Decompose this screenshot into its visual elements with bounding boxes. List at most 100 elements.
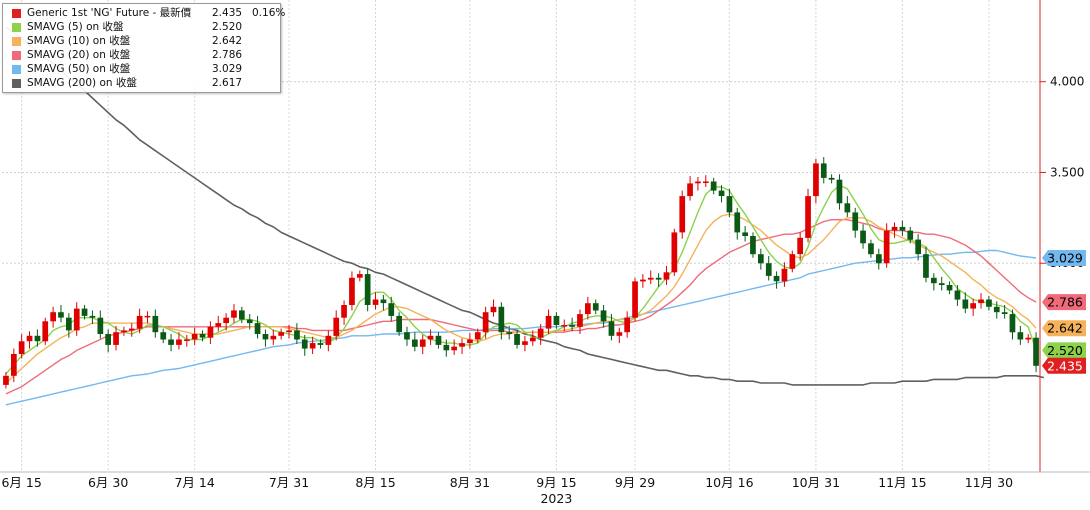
candle-body xyxy=(561,325,568,327)
candle-body xyxy=(632,281,638,318)
candle xyxy=(679,190,686,239)
candle-body xyxy=(671,232,678,273)
candle xyxy=(742,226,748,242)
candle xyxy=(199,330,206,342)
candle xyxy=(34,329,41,347)
candle xyxy=(758,248,764,270)
sma200-line xyxy=(5,26,1045,386)
candle-body xyxy=(647,277,654,280)
candle-body xyxy=(317,343,324,345)
x-tick-label-2: 7月 14 xyxy=(174,475,214,490)
candle-body xyxy=(34,335,41,342)
candle-body xyxy=(773,275,780,282)
legend-swatch-sma50 xyxy=(12,65,21,74)
candle-body xyxy=(931,277,937,284)
candle-body xyxy=(427,335,434,340)
candle xyxy=(380,295,387,311)
candle xyxy=(231,304,237,324)
candle xyxy=(805,188,811,243)
candle xyxy=(852,207,859,238)
candle xyxy=(891,222,898,238)
candle xyxy=(18,334,25,359)
candle xyxy=(923,246,929,283)
candle-body xyxy=(372,299,379,305)
candle-body xyxy=(978,299,984,304)
candle xyxy=(309,336,316,354)
x-tick-label-0: 6月 15 xyxy=(1,475,41,490)
candle xyxy=(11,348,17,383)
candle-body xyxy=(522,341,528,345)
x-tick-label-1: 6月 30 xyxy=(88,475,128,490)
candle-body xyxy=(301,339,308,349)
candle-body xyxy=(679,196,686,233)
candle-body xyxy=(891,226,898,231)
candle xyxy=(364,268,371,312)
candle xyxy=(301,334,308,356)
candle xyxy=(474,328,481,344)
candle-body xyxy=(325,335,332,345)
candle xyxy=(58,304,64,323)
sma20-line xyxy=(5,218,1037,395)
candle xyxy=(938,276,945,291)
candle-body xyxy=(1017,332,1024,340)
candle xyxy=(750,232,756,258)
candle-body xyxy=(286,330,292,333)
candle-body xyxy=(160,332,167,340)
candle-body xyxy=(364,274,371,305)
candle-body xyxy=(380,299,387,304)
candle-body xyxy=(592,303,599,311)
candle-body xyxy=(58,312,64,318)
candle xyxy=(50,306,56,328)
candle xyxy=(341,300,347,325)
candle-body xyxy=(97,317,104,334)
legend-name-sma10: SMAVG (10) on 收盤 xyxy=(27,35,131,47)
candle xyxy=(585,296,591,320)
price-tag-shape xyxy=(1042,357,1086,374)
price-tag-shape xyxy=(1042,294,1086,311)
candle-body xyxy=(215,323,222,327)
candle-body xyxy=(349,277,355,305)
candle-body xyxy=(938,283,945,285)
candle-body xyxy=(1001,312,1008,314)
candle-body xyxy=(640,279,646,282)
candle xyxy=(1017,325,1024,345)
candle-body xyxy=(474,332,481,340)
candle xyxy=(726,188,733,217)
sma10-path xyxy=(5,213,1037,384)
candle xyxy=(3,372,9,389)
legend-swatch-sma200 xyxy=(12,79,21,88)
candle-body xyxy=(655,277,662,280)
candle-body xyxy=(176,339,182,345)
candle xyxy=(789,250,796,273)
candle-body xyxy=(695,181,701,184)
candle xyxy=(569,317,575,332)
candle-body xyxy=(73,308,80,331)
candle-body xyxy=(962,299,969,309)
candle xyxy=(396,312,402,336)
candle-body xyxy=(309,343,316,349)
candle xyxy=(97,310,104,339)
x-tick-label-6: 9月 15 xyxy=(536,475,576,490)
candle xyxy=(412,332,418,352)
price-tag-shape xyxy=(1042,249,1086,266)
candle xyxy=(262,329,269,347)
candle-body xyxy=(451,346,457,351)
candle xyxy=(467,333,473,349)
candle-body xyxy=(624,317,630,333)
candle-body xyxy=(553,315,560,325)
candle-body xyxy=(136,315,143,329)
candle-body xyxy=(50,312,56,322)
candle-body xyxy=(946,285,953,291)
candle xyxy=(270,329,277,345)
candle xyxy=(388,296,395,322)
candle-body xyxy=(1009,314,1016,333)
candle xyxy=(632,277,638,322)
candle-body xyxy=(341,305,347,318)
candle-body xyxy=(569,325,575,327)
candle-body xyxy=(26,335,33,342)
candle-body xyxy=(1025,337,1032,340)
candle-body xyxy=(883,230,890,264)
price-tag-label: 2.786 xyxy=(1047,295,1083,310)
candle-body xyxy=(168,339,174,345)
